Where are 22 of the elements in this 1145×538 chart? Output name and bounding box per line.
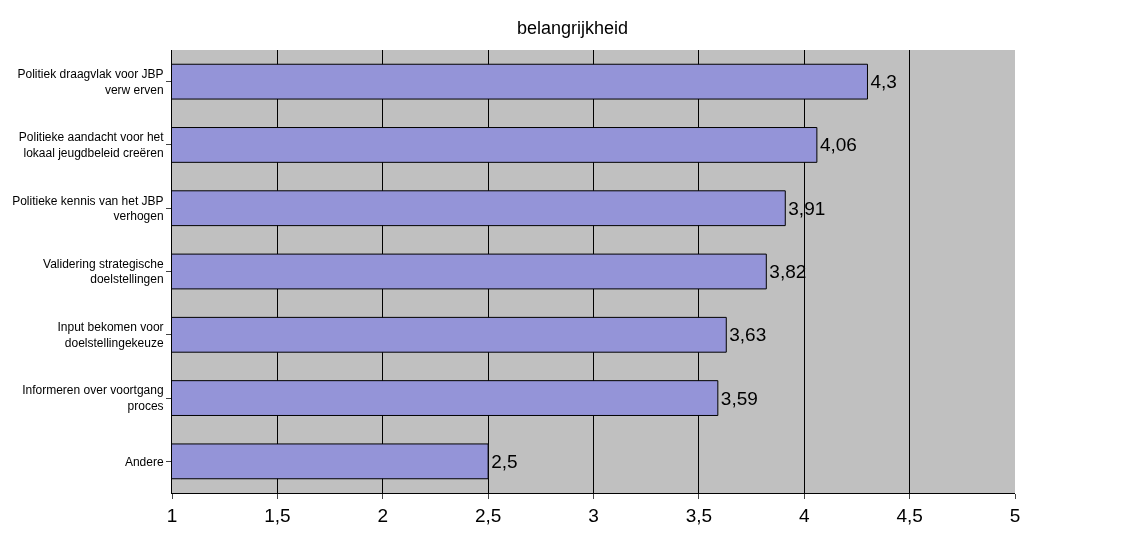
y-tick-label: Validering strategische doelstellingen (43, 256, 164, 287)
x-tick-label: 4,5 (896, 504, 923, 526)
data-label: 3,59 (720, 387, 758, 409)
data-label: 4,06 (819, 134, 857, 156)
x-tick-label: 4 (798, 504, 810, 526)
data-label: 4,3 (870, 71, 897, 93)
x-tick-label: 2,5 (474, 504, 502, 526)
x-tick-label: 3 (588, 504, 599, 526)
y-tick-label: Input bekomen voor doelstellingekeuze (57, 320, 164, 350)
data-label: 3,63 (729, 324, 767, 346)
chart-title: belangrijkheid (516, 18, 629, 39)
y-tick-label: Politieke kennis van het JBP verhogen (12, 193, 164, 224)
y-tick-label: Politieke aandacht voor het lokaal jeugdbeleid creëren (18, 130, 165, 160)
x-tick-label: 2 (377, 504, 389, 526)
x-tick-label: 5 (1009, 504, 1021, 526)
y-tick-label: Andere (124, 454, 164, 469)
y-tick-label: Politiek draagvlak voor JBP verw erven (17, 67, 164, 97)
y-tick-label: Informeren over voortgang proces (22, 383, 164, 414)
x-tick-label: 1 (166, 504, 178, 526)
data-label: 2,5 (491, 450, 518, 472)
x-tick-label: 1,5 (264, 504, 291, 526)
x-tick-label: 3,5 (685, 504, 713, 526)
